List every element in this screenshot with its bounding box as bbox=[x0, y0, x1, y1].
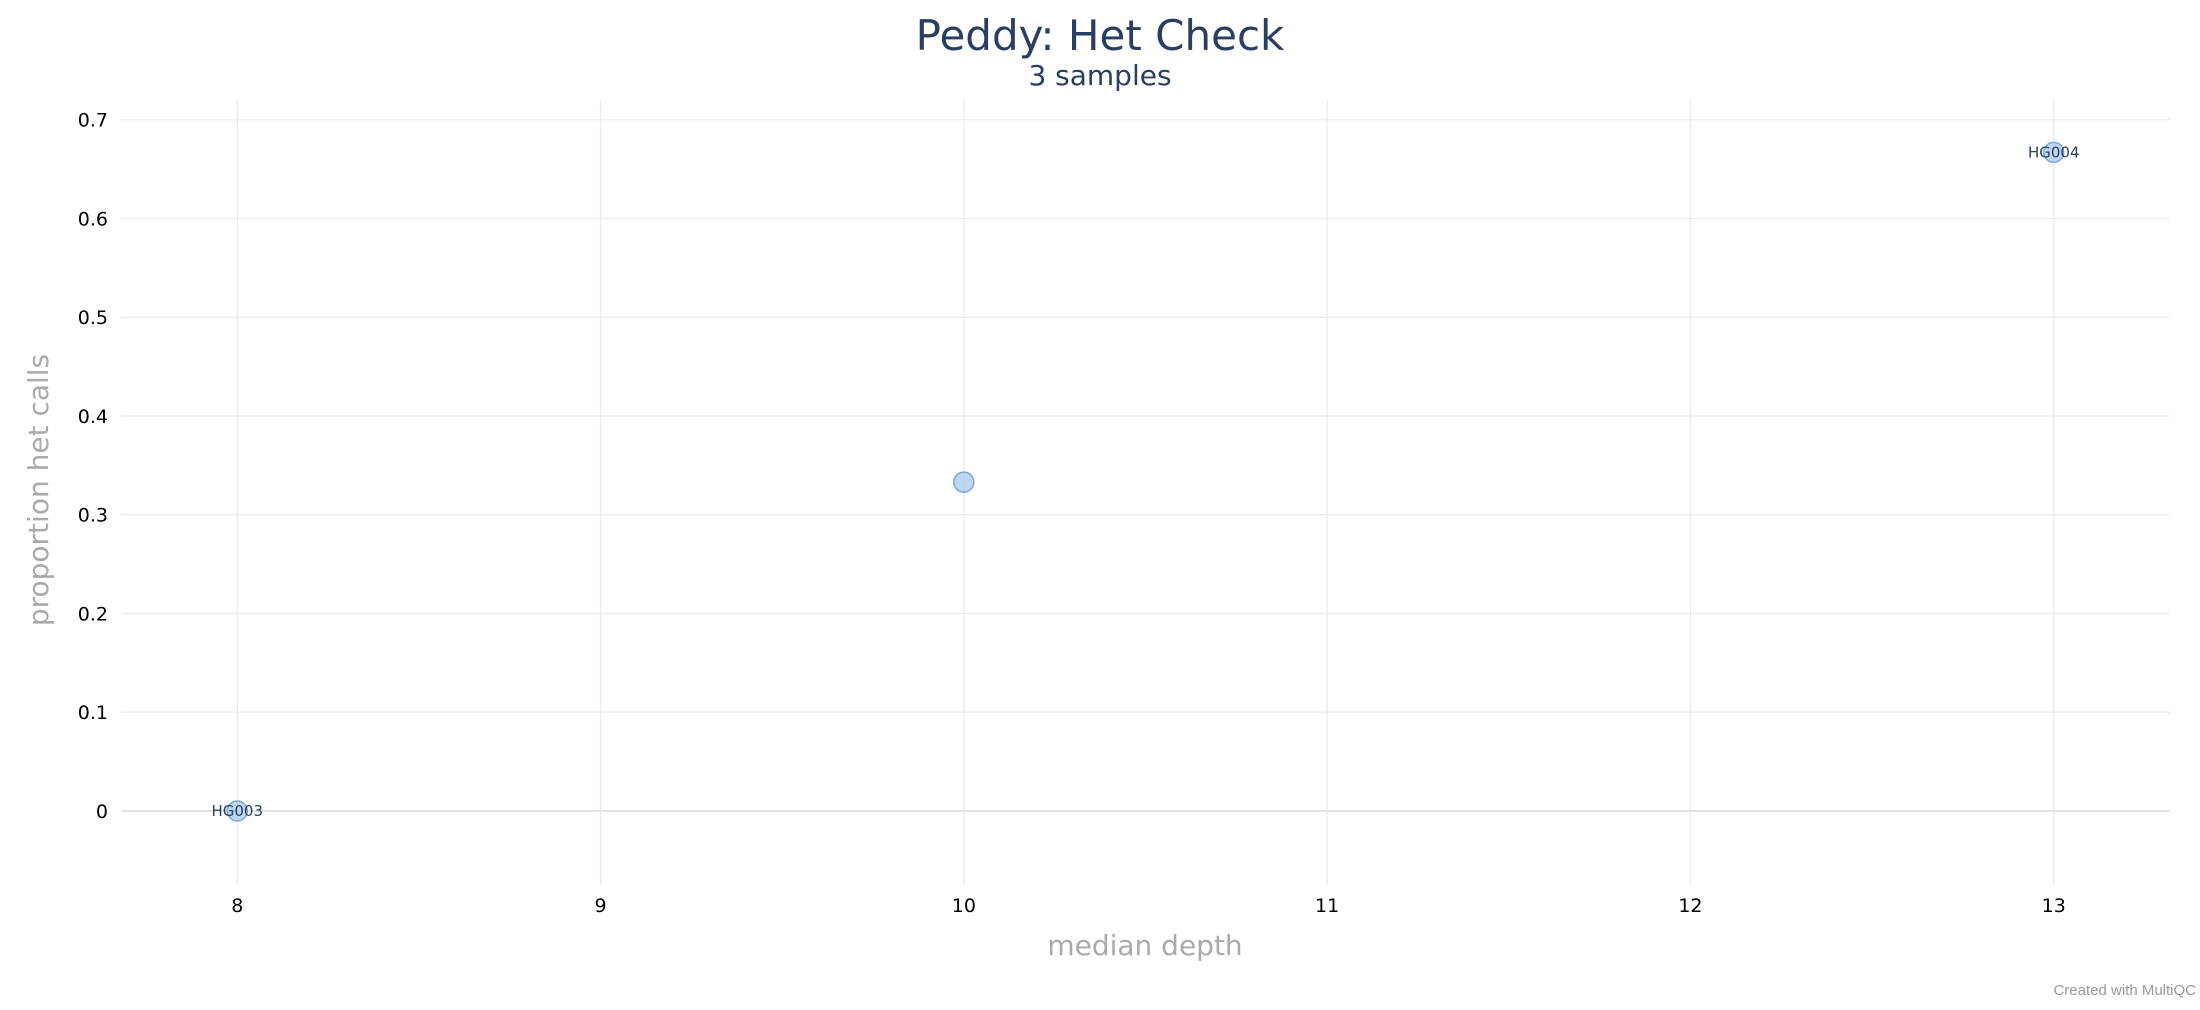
y-tick-label: 0.3 bbox=[78, 505, 108, 527]
x-tick-label: 12 bbox=[1678, 895, 1702, 917]
axis-ticks: 8 9 10 11 12 13 0 0.1 0.2 0.3 0.4 0.5 0.6 0.7 bbox=[78, 110, 2066, 917]
point-label: HG003 bbox=[211, 802, 263, 820]
y-tick-label: 0.6 bbox=[78, 208, 108, 230]
y-tick-label: 0.7 bbox=[78, 110, 108, 132]
x-tick-label: 10 bbox=[952, 895, 976, 917]
data-point[interactable] bbox=[226, 800, 249, 822]
grid-lines bbox=[121, 100, 2170, 885]
y-axis-title: proportion het calls bbox=[22, 354, 55, 626]
x-tick-label: 9 bbox=[595, 895, 607, 917]
y-tick-label: 0 bbox=[96, 801, 108, 823]
data-point[interactable] bbox=[953, 471, 975, 493]
y-tick-label: 0.5 bbox=[78, 307, 108, 329]
x-tick-label: 13 bbox=[2042, 895, 2066, 917]
y-tick-label: 0.2 bbox=[78, 603, 108, 625]
chart-title: Peddy: Het Check bbox=[916, 11, 1285, 60]
multiqc-credit: Created with MultiQC bbox=[2053, 982, 2196, 999]
y-tick-label: 0.4 bbox=[78, 406, 108, 428]
point-label: HG004 bbox=[2028, 143, 2080, 161]
y-tick-label: 0.1 bbox=[78, 702, 108, 724]
chart-subtitle: 3 samples bbox=[1028, 59, 1171, 92]
x-tick-label: 8 bbox=[231, 895, 243, 917]
x-axis-title: median depth bbox=[1047, 929, 1242, 962]
data-points: HG003 HG004 bbox=[211, 141, 2080, 822]
x-tick-label: 11 bbox=[1315, 895, 1339, 917]
data-point[interactable] bbox=[2042, 141, 2065, 164]
